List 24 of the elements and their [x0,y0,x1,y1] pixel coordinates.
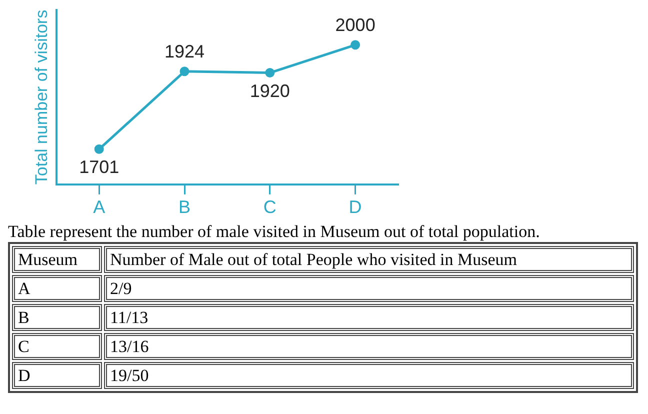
point [94,144,104,154]
text: A [12,275,102,302]
data-label: 1920 [250,80,290,101]
text: Museum [12,246,102,273]
text: D [12,362,102,389]
x-tick-label: C [263,197,276,218]
x-tick-label: B [178,197,191,218]
x-tick-label: A [93,197,106,218]
data-label: 1701 [79,157,120,178]
point [265,68,275,78]
point [350,40,360,50]
text: 13/16 [104,333,634,360]
point [180,66,190,76]
x-tick-label: D [348,197,362,218]
text: B [12,304,102,331]
text: C [12,333,102,360]
text: Number of Male out of total People who visited in Museum [104,246,634,273]
y-axis-title: Total number of visitors [32,10,51,185]
text: 19/50 [104,362,634,389]
text: Table represent the number of male visited in Museum out of total population. [8,222,541,242]
text: 2/9 [104,275,634,302]
data-label: 2000 [335,14,376,35]
text: 11/13 [104,304,634,331]
data-label: 1924 [164,41,205,62]
